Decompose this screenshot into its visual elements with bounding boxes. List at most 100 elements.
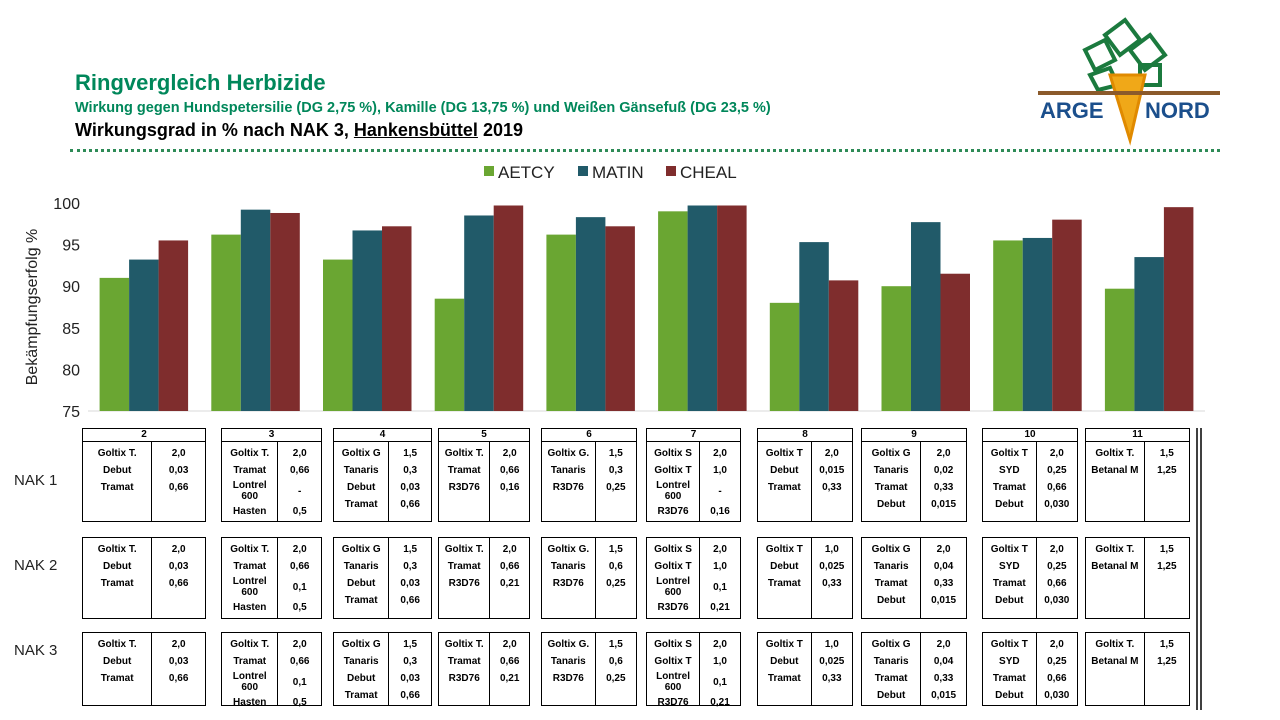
products: Goltix S Goltix T Lontrel 600 R3D76 xyxy=(647,633,699,708)
dose: 0,66 xyxy=(400,690,420,701)
bar xyxy=(993,240,1023,411)
dose: 2,0 xyxy=(171,544,186,555)
product: Goltix T. xyxy=(230,448,270,459)
product: Goltix T. xyxy=(97,544,137,555)
column-header: 4 xyxy=(334,429,431,442)
dose: - xyxy=(298,485,302,497)
bar xyxy=(658,211,688,411)
dose: 0,03 xyxy=(168,561,189,572)
product: Goltix G xyxy=(341,448,381,459)
product: Debut xyxy=(102,656,132,667)
logo-text: NORD xyxy=(1145,98,1210,123)
products: Goltix T. Tramat R3D76 xyxy=(439,633,489,705)
box-body: Goltix T SYD Tramat Debut 2,0 0,25 0,66 0,030 xyxy=(983,538,1077,618)
dose: 2,0 xyxy=(824,448,839,459)
product: Goltix T. xyxy=(1095,639,1135,650)
logo-text: ARGE xyxy=(1040,98,1104,123)
product: Tramat xyxy=(233,561,267,572)
products: Goltix T. Tramat Lontrel 600 Hasten xyxy=(222,442,277,522)
dose: 0,33 xyxy=(822,673,842,684)
bar xyxy=(605,226,635,411)
dose: 0,33 xyxy=(933,673,954,684)
treatment-box: Goltix T. Betanal M 1,5 1,25 xyxy=(1085,537,1190,619)
product: Debut xyxy=(346,482,376,493)
dose: 2,0 xyxy=(1049,544,1064,555)
products: Goltix T Debut Tramat xyxy=(758,633,811,705)
dose: 0,66 xyxy=(400,499,420,510)
box-body: Goltix G. Tanaris R3D76 1,5 0,3 0,25 xyxy=(542,442,636,522)
treatment-box: Goltix G Tanaris Tramat Debut 2,0 0,04 0,33 0,0… xyxy=(861,632,967,706)
products: Goltix T. Betanal M xyxy=(1086,538,1144,618)
bar xyxy=(769,302,800,411)
column-header: 5 xyxy=(439,429,529,442)
column-header: 6 xyxy=(542,429,636,442)
doses: 1,5 0,3 0,03 0,66 xyxy=(388,538,431,618)
dose: 1,5 xyxy=(608,544,623,555)
bar xyxy=(828,280,859,411)
product: Tramat xyxy=(100,673,134,684)
products: Goltix T. Debut Tramat xyxy=(83,442,151,522)
box-body: Goltix G. Tanaris R3D76 1,5 0,6 0,25 xyxy=(542,633,636,705)
dose: - xyxy=(718,485,722,497)
product: Goltix T. xyxy=(444,639,484,650)
bar xyxy=(799,242,829,411)
product: Tramat xyxy=(874,673,908,684)
dose: 0,03 xyxy=(168,656,189,667)
title: Ringvergleich Herbizide xyxy=(75,70,326,95)
row-label: NAK 3 xyxy=(14,642,58,659)
legend-swatch xyxy=(484,166,494,176)
doses: 2,0 0,04 0,33 0,015 xyxy=(920,633,966,705)
dose: 0,5 xyxy=(292,697,307,708)
product: Goltix S xyxy=(654,544,692,555)
dose: 0,025 xyxy=(819,656,845,667)
treatment-box: Goltix T Debut Tramat 1,0 0,025 0,33 xyxy=(757,537,853,619)
dose: 0,015 xyxy=(819,465,845,476)
product: R3D76 xyxy=(657,697,689,708)
dose: 1,25 xyxy=(1157,561,1177,572)
bar xyxy=(352,230,382,411)
product: SYD xyxy=(999,465,1020,476)
doses: 1,5 1,25 xyxy=(1143,442,1189,522)
products: Goltix T. Tramat R3D76 xyxy=(439,442,489,522)
column-header: 9 xyxy=(862,429,966,442)
treatment-box: 6 Goltix G. Tanaris R3D76 1,5 0,3 0,25 xyxy=(541,428,637,522)
dose: 0,5 xyxy=(292,506,307,517)
product: Goltix T. xyxy=(97,448,137,459)
dose: 0,25 xyxy=(606,673,626,684)
product: Goltix T. xyxy=(444,544,484,555)
products: Goltix G Tanaris Tramat Debut xyxy=(862,538,920,618)
box-body: Goltix T. Betanal M 1,5 1,25 xyxy=(1086,538,1189,618)
product: Tanaris xyxy=(873,561,909,572)
bar xyxy=(717,205,747,411)
dose: 0,3 xyxy=(403,656,418,667)
doses: 2,0 0,03 0,66 xyxy=(151,442,205,522)
treatment-box: Goltix G Tanaris Tramat Debut 2,0 0,04 0,33 0,0… xyxy=(861,537,967,619)
heading-text: Wirkungsgrad in % nach NAK 3, xyxy=(75,120,349,140)
product: Goltix G xyxy=(871,639,911,650)
product: Goltix G xyxy=(341,639,381,650)
dose: 0,16 xyxy=(710,506,730,517)
dose: 0,015 xyxy=(931,595,957,606)
chart: 75 80 85 90 95 100 Bekämpfungserfolg % AETCY MAT… xyxy=(24,163,1205,420)
dose: 0,66 xyxy=(168,578,189,589)
dose: 0,3 xyxy=(403,465,418,476)
product: Goltix T. xyxy=(230,639,270,650)
heading-location: Hankensbüttel xyxy=(353,120,478,140)
dose: 0,015 xyxy=(931,499,957,510)
products: Goltix T. Tramat Lontrel 600 Hasten xyxy=(222,538,277,618)
bar xyxy=(687,205,718,411)
products: Goltix G Tanaris Debut Tramat xyxy=(334,538,388,618)
dose: 2,0 xyxy=(713,448,727,459)
dose: 0,33 xyxy=(933,578,954,589)
dose: 0,21 xyxy=(710,697,730,708)
product: Goltix T xyxy=(990,639,1028,650)
product: Tramat xyxy=(100,482,134,493)
treatment-box: Goltix T Debut Tramat 1,0 0,025 0,33 xyxy=(757,632,853,706)
product: Tramat xyxy=(344,595,378,606)
dose: 0,6 xyxy=(608,561,623,572)
product: Tramat xyxy=(874,482,908,493)
treatment-box: Goltix S Goltix T Lontrel 600 R3D76 2,0 1,0 0,… xyxy=(646,537,741,619)
bar xyxy=(211,234,241,411)
treatment-box: 7 Goltix S Goltix T Lontrel 600 R3D76 2,0 1,0 -… xyxy=(646,428,741,522)
product: Lontrel 600 xyxy=(656,576,690,598)
